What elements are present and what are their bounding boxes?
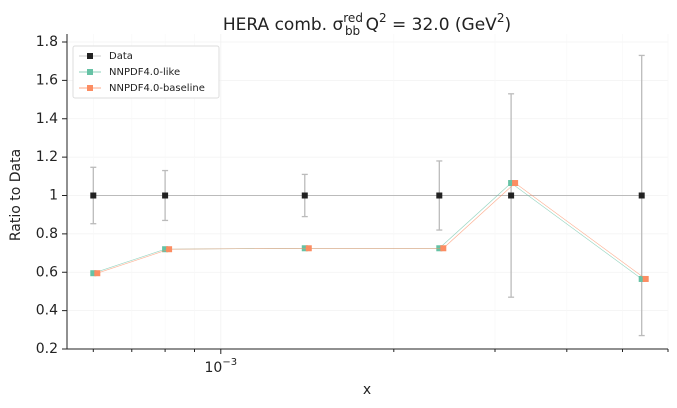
title-part: bb (345, 24, 360, 38)
legend-marker (87, 53, 93, 59)
title-part: ) (504, 15, 511, 35)
y-tick-label: 0.4 (36, 303, 58, 319)
x-tick-label-exp: −3 (222, 357, 237, 368)
marker (90, 192, 97, 199)
marker (305, 245, 312, 252)
marker (638, 275, 645, 282)
legend-box (72, 45, 220, 99)
marker (94, 270, 101, 277)
marker (642, 275, 649, 282)
y-tick-label: 1 (49, 188, 58, 204)
series-line (93, 182, 642, 280)
x-tick-label-base: 10 (205, 360, 223, 376)
y-tick-label: 1.8 (36, 34, 58, 50)
marker (166, 246, 173, 253)
x-axis-label: x (363, 382, 371, 398)
marker (162, 246, 169, 253)
legend-label: Data (109, 51, 133, 62)
title-part: 2 (379, 11, 387, 25)
title-part: = 32.0 (GeV (387, 15, 498, 35)
y-tick-label: 0.6 (36, 264, 58, 280)
y-tick-label: 1.6 (36, 72, 58, 88)
marker (638, 192, 645, 199)
marker (508, 180, 515, 187)
marker (162, 192, 169, 199)
legend-label: NNPDF4.0-baseline (109, 83, 205, 94)
y-tick-label: 0.2 (36, 341, 58, 357)
y-tick-label: 1.2 (36, 149, 58, 165)
marker (508, 192, 515, 199)
title-part: HERA comb. σ (223, 15, 344, 35)
series-line (97, 182, 646, 280)
title-part: Q (360, 15, 379, 35)
title-part: 2 (497, 11, 505, 25)
legend-marker (87, 85, 93, 91)
x-tick-label: 10−3 (205, 357, 238, 376)
marker (436, 192, 443, 199)
y-tick-label: 1.4 (36, 111, 58, 127)
y-tick-label: 0.8 (36, 226, 58, 242)
marker (440, 245, 447, 252)
title-part: red (343, 11, 363, 25)
legend-label: NNPDF4.0-like (109, 67, 180, 78)
legend-marker (87, 69, 93, 75)
chart-title: HERA comb. σred bb Q2 = 32.0 (GeV2) (223, 11, 511, 38)
y-axis-label: Ratio to Data (8, 149, 24, 241)
marker (512, 180, 519, 187)
marker (90, 270, 97, 277)
marker (301, 192, 308, 199)
